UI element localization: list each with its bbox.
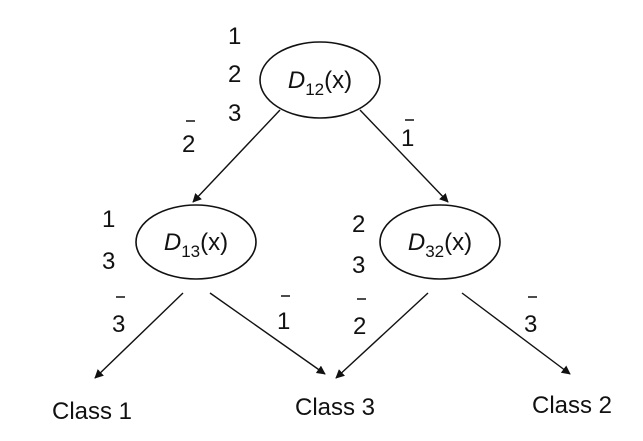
leaf-class-2: Class 2 [532,392,612,419]
left-class-list: 1 3 [102,206,115,275]
right-class-2: 2 [352,211,365,238]
edge-right-class3 [335,292,429,379]
edge-label-right-class3: 2 [353,298,366,340]
right-node-ellipse [379,204,501,280]
edge-label-root-right-text: 1 [401,125,414,152]
edge-label-left-class1-text: 3 [112,311,125,338]
left-node: D13(x) [135,204,257,280]
edge-label-right-class3-text: 2 [353,313,366,340]
root-node-subscript: 12 [305,80,324,99]
edge-root-right [359,109,449,203]
root-class-list: 1 2 3 [228,23,241,127]
root-node-symbol: D [288,67,305,94]
edge-left-class3 [209,292,326,375]
edge-label-right-class2: 3 [524,296,537,338]
left-node-ellipse [135,204,257,280]
right-node-subscript: 32 [425,242,444,261]
left-node-subscript: 13 [181,242,200,261]
edge-label-right-class2-text: 3 [524,311,537,338]
root-class-3: 3 [228,100,241,127]
edge-label-left-class3: 1 [277,295,290,335]
edge-label-root-left-text: 2 [182,131,195,158]
left-node-label: D13(x) [164,229,228,261]
right-node: D32(x) [379,204,501,280]
root-node: D12(x) [259,41,381,119]
right-class-list: 2 3 [352,211,365,279]
right-class-3: 3 [352,252,365,279]
root-node-label: D12(x) [288,67,352,99]
edge-label-root-right: 1 [401,119,414,152]
left-class-3: 3 [102,248,115,275]
left-node-symbol: D [164,229,181,256]
edge-label-left-class3-text: 1 [277,308,290,335]
root-class-1: 1 [228,23,241,50]
edge-root-left [192,109,281,203]
left-class-1: 1 [102,206,115,233]
right-node-arg: (x) [444,229,472,256]
root-class-2: 2 [228,61,241,88]
root-node-ellipse [259,41,381,119]
edge-right-class2 [461,292,571,375]
leaf-class-3: Class 3 [295,394,375,421]
edge-label-left-class1: 3 [112,296,125,338]
right-node-label: D32(x) [408,229,472,261]
edge-label-root-left: 2 [182,120,195,158]
leaf-class-1: Class 1 [52,398,132,425]
left-node-arg: (x) [200,229,228,256]
root-node-arg: (x) [324,67,352,94]
edge-left-class1 [94,292,184,379]
right-node-symbol: D [408,229,425,256]
